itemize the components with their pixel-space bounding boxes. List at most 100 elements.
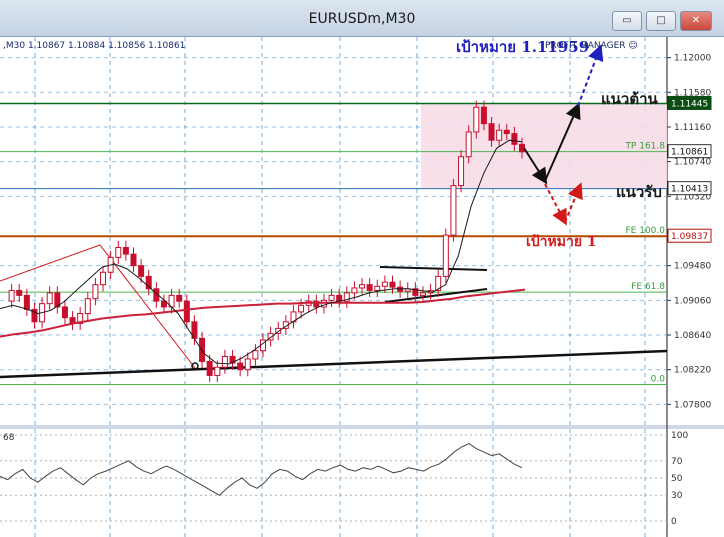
candle-body-61 xyxy=(465,131,472,158)
price-tick-label-1: 1.11580 xyxy=(674,88,711,98)
candle-body-7 xyxy=(54,292,61,308)
candle-body-50 xyxy=(381,281,388,287)
candle-body-65 xyxy=(496,129,503,141)
close-button[interactable]: ✕ xyxy=(680,11,712,31)
candle-body-1 xyxy=(8,289,15,302)
candle-body-43 xyxy=(328,294,335,301)
price-tick-label-5: 1.09480 xyxy=(674,262,711,272)
rsi-tick-label-4: 0 xyxy=(671,517,677,527)
maximize-button[interactable]: □ xyxy=(646,11,676,31)
candle-body-41 xyxy=(313,300,320,308)
candle-body-33 xyxy=(252,350,259,360)
candle-body-36 xyxy=(275,327,282,334)
annotation-1: แนวต้าน xyxy=(601,90,659,108)
annotation-3: เป้าหมาย 1 xyxy=(526,234,597,250)
price-tag-box-3 xyxy=(667,228,712,243)
price-tag-box-0 xyxy=(667,95,712,110)
annotation-0: เป้าหมาย 1.11959 xyxy=(456,38,589,56)
candle-body-67 xyxy=(511,133,518,145)
candle-body-32 xyxy=(244,358,251,371)
candle-body-39 xyxy=(298,304,305,313)
price-tick-label-8: 1.08220 xyxy=(674,366,711,376)
price-tick-label-9: 1.07800 xyxy=(674,400,711,410)
price-tick-label-3: 1.10740 xyxy=(674,158,711,168)
candle-body-19 xyxy=(145,275,152,290)
level-label-5: 0.0 xyxy=(651,375,666,385)
candle-body-11 xyxy=(84,298,91,315)
candle-body-17 xyxy=(130,253,137,267)
candle-body-18 xyxy=(138,265,145,277)
price-tag-label-1: 1.10861 xyxy=(671,148,708,158)
annotation-2: แนวรับ xyxy=(616,183,662,201)
anchor-marker xyxy=(191,362,199,370)
main-chart-area xyxy=(0,37,667,425)
candle-body-63 xyxy=(480,106,487,125)
candle-body-55 xyxy=(419,292,426,296)
restore-button[interactable]: ▭ xyxy=(612,11,642,31)
ohlc-readout: ,M30 1.10867 1.10884 1.10856 1.10861 xyxy=(3,41,185,51)
rsi-axis-area xyxy=(667,429,724,537)
candle-body-54 xyxy=(412,288,419,296)
candle-body-44 xyxy=(336,294,343,302)
candle-body-47 xyxy=(359,284,366,289)
moving-average-fast-ma xyxy=(0,139,523,365)
candle-body-23 xyxy=(176,294,183,302)
price-tick-label-7: 1.08640 xyxy=(674,331,711,341)
dotted-arrow-to-target xyxy=(577,44,604,107)
rsi-tick-label-1: 70 xyxy=(671,457,683,467)
candle-body-45 xyxy=(343,292,350,302)
candle-body-51 xyxy=(389,281,396,288)
candle-body-35 xyxy=(267,332,274,341)
candle-body-46 xyxy=(351,287,358,294)
candle-body-66 xyxy=(503,129,510,135)
candle-body-31 xyxy=(237,362,244,371)
candle-body-28 xyxy=(214,366,221,376)
candle-body-24 xyxy=(183,300,190,323)
candle-body-2 xyxy=(16,289,23,296)
price-tag-label-3: 1.09837 xyxy=(671,232,708,242)
candle-body-27 xyxy=(206,360,213,376)
candle-body-13 xyxy=(100,271,107,286)
candle-body-6 xyxy=(46,292,53,305)
candle-body-62 xyxy=(473,106,480,133)
window-titlebar: EURUSDm,M30 ▭ □ ✕ xyxy=(0,0,724,37)
candle-body-57 xyxy=(435,275,442,291)
candle-body-49 xyxy=(374,285,381,291)
candle-body-29 xyxy=(221,355,228,368)
price-tick-label-2: 1.11160 xyxy=(674,123,711,133)
candle-body-59 xyxy=(450,185,457,236)
price-tag-label-0: 1.11445 xyxy=(671,99,708,109)
candle-body-16 xyxy=(122,247,129,255)
dotted-arrow-down-to-target1 xyxy=(544,183,567,226)
candle-body-15 xyxy=(115,247,122,258)
candle-body-68 xyxy=(519,143,525,153)
candle-body-30 xyxy=(229,355,236,364)
rsi-tick-label-3: 30 xyxy=(671,491,683,501)
fib-expansion-lines xyxy=(0,244,196,369)
candle-body-60 xyxy=(458,156,465,187)
level-label-3: FE 100.0 xyxy=(626,226,666,236)
profit-manager-label: PROFIT MANAGER ☺ xyxy=(545,40,638,51)
up-arrow-to-resistance xyxy=(544,102,581,182)
rsi-line xyxy=(0,443,523,496)
price-tag-box-2 xyxy=(667,181,712,196)
candle-body-12 xyxy=(92,284,99,300)
candle-body-58 xyxy=(442,234,449,277)
candle-body-10 xyxy=(77,313,84,324)
level-label-4: FE 61.8 xyxy=(631,282,665,292)
candle-body-64 xyxy=(488,123,495,141)
price-tick-label-0: 1.12000 xyxy=(674,54,711,64)
price-tick-label-4: 1.10320 xyxy=(674,192,711,202)
moving-average-slow-ma xyxy=(0,288,526,338)
candle-body-3 xyxy=(23,294,30,310)
window-title: EURUSDm,M30 xyxy=(308,11,416,27)
pane-separator[interactable] xyxy=(0,425,724,429)
rsi-tick-label-0: 100 xyxy=(671,431,688,441)
triangle-upper-line xyxy=(379,266,488,271)
candle-body-21 xyxy=(160,300,167,308)
price-chart[interactable]: TP 161.8 FE 100.0 FE 61.8 0.0 1.12000 1.1158… xyxy=(0,37,724,537)
candle-body-48 xyxy=(366,284,373,291)
triangle-lower-line xyxy=(384,288,488,303)
down-arrow-to-support xyxy=(523,147,548,185)
price-tag-box-1 xyxy=(667,144,712,159)
